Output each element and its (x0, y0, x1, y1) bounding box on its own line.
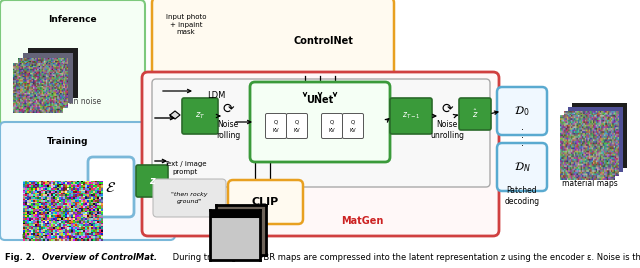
Text: $\mathcal{D}_N$: $\mathcal{D}_N$ (514, 160, 531, 174)
FancyBboxPatch shape (152, 79, 490, 187)
Text: Noise
rolling: Noise rolling (216, 120, 240, 140)
Text: Fig. 2.: Fig. 2. (5, 254, 35, 262)
Text: KV: KV (329, 128, 335, 132)
Text: KV: KV (294, 128, 300, 132)
Text: Q: Q (295, 120, 299, 125)
Text: ·
·
·: · · · (520, 125, 524, 151)
Text: ⟳: ⟳ (222, 102, 234, 116)
Text: Input photo
+ inpaint
mask: Input photo + inpaint mask (166, 14, 206, 35)
FancyBboxPatch shape (459, 98, 491, 130)
FancyBboxPatch shape (287, 114, 307, 139)
Text: During training, the PBR maps are compressed into the latent representation z us: During training, the PBR maps are compre… (170, 254, 640, 262)
Text: ⟳: ⟳ (441, 102, 453, 116)
Text: Overview of ControlMat.: Overview of ControlMat. (42, 254, 157, 262)
Text: z: z (149, 176, 155, 186)
FancyBboxPatch shape (266, 114, 287, 139)
Text: Predicted
material maps: Predicted material maps (562, 168, 618, 188)
Text: MatGen: MatGen (340, 216, 383, 226)
Text: LDM: LDM (207, 91, 225, 99)
Text: $\mathcal{D}_0$: $\mathcal{D}_0$ (515, 104, 530, 118)
Text: $\hat{z}$: $\hat{z}$ (472, 108, 478, 120)
Text: ControlNet: ControlNet (293, 36, 353, 46)
FancyBboxPatch shape (152, 0, 394, 82)
Text: KV: KV (349, 128, 356, 132)
Text: Q: Q (274, 120, 278, 125)
FancyBboxPatch shape (321, 114, 342, 139)
Text: $z_T$: $z_T$ (195, 111, 205, 121)
Text: Training: Training (47, 136, 88, 146)
FancyBboxPatch shape (182, 98, 218, 134)
Text: Patched
decoding: Patched decoding (504, 186, 540, 206)
FancyBboxPatch shape (497, 87, 547, 135)
Text: Q: Q (330, 120, 334, 125)
Text: Noise
unrolling: Noise unrolling (430, 120, 464, 140)
Text: Gaussian noise: Gaussian noise (44, 96, 102, 106)
Text: Ground truth
material maps: Ground truth material maps (22, 225, 72, 239)
FancyBboxPatch shape (497, 143, 547, 191)
FancyBboxPatch shape (136, 165, 168, 197)
FancyBboxPatch shape (142, 72, 499, 236)
FancyBboxPatch shape (342, 114, 364, 139)
FancyBboxPatch shape (250, 82, 390, 162)
Text: Q: Q (351, 120, 355, 125)
Text: "then rocky
ground": "then rocky ground" (171, 192, 207, 204)
Text: CLIP: CLIP (252, 197, 279, 207)
Text: $z_{T-1}$: $z_{T-1}$ (402, 111, 420, 121)
FancyBboxPatch shape (0, 122, 175, 240)
Text: Inference: Inference (48, 14, 97, 24)
FancyBboxPatch shape (0, 0, 145, 125)
FancyBboxPatch shape (390, 98, 432, 134)
Text: KV: KV (273, 128, 279, 132)
FancyBboxPatch shape (153, 179, 226, 217)
Text: $\mathcal{E}$: $\mathcal{E}$ (106, 180, 116, 195)
Text: UNet: UNet (307, 95, 333, 105)
FancyBboxPatch shape (88, 157, 134, 217)
Polygon shape (170, 111, 180, 119)
FancyBboxPatch shape (228, 180, 303, 224)
Text: Text / image
prompt: Text / image prompt (164, 161, 206, 175)
